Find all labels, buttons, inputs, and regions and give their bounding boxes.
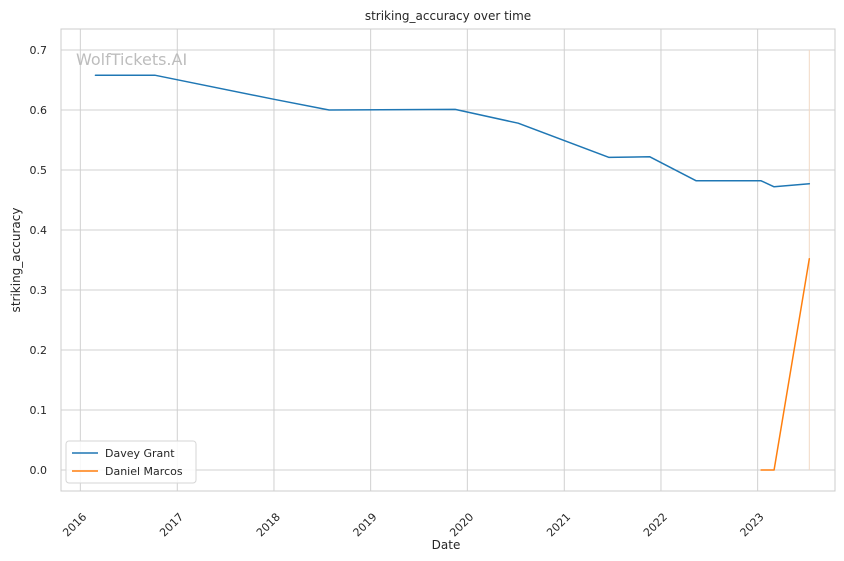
y-axis-label: striking_accuracy [9,208,23,313]
y-tick-label: 0.0 [30,464,48,477]
legend-label-daniel-marcos: Daniel Marcos [105,465,183,478]
y-tick-label: 0.1 [30,404,48,417]
y-tick-label: 0.5 [30,164,48,177]
legend-label-davey-grant: Davey Grant [105,447,175,460]
y-tick-label: 0.3 [30,284,48,297]
series-line-davey-grant [94,74,811,188]
legend-box [65,440,197,484]
series-line-daniel-marcos [760,258,811,471]
legend: Davey Grant Daniel Marcos [65,440,197,484]
chart-title: striking_accuracy over time [365,9,531,23]
watermark: WolfTickets.AI [76,50,187,69]
y-tick-labels: 0.0 0.1 0.2 0.3 0.4 0.5 0.6 0.7 [30,44,48,477]
y-tick-label: 0.7 [30,44,48,57]
y-tick-label: 0.2 [30,344,48,357]
y-tick-label: 0.6 [30,104,48,117]
series-layer [94,74,811,471]
y-tick-label: 0.4 [30,224,48,237]
x-axis-label: Date [432,538,461,552]
plot-area [60,28,836,492]
